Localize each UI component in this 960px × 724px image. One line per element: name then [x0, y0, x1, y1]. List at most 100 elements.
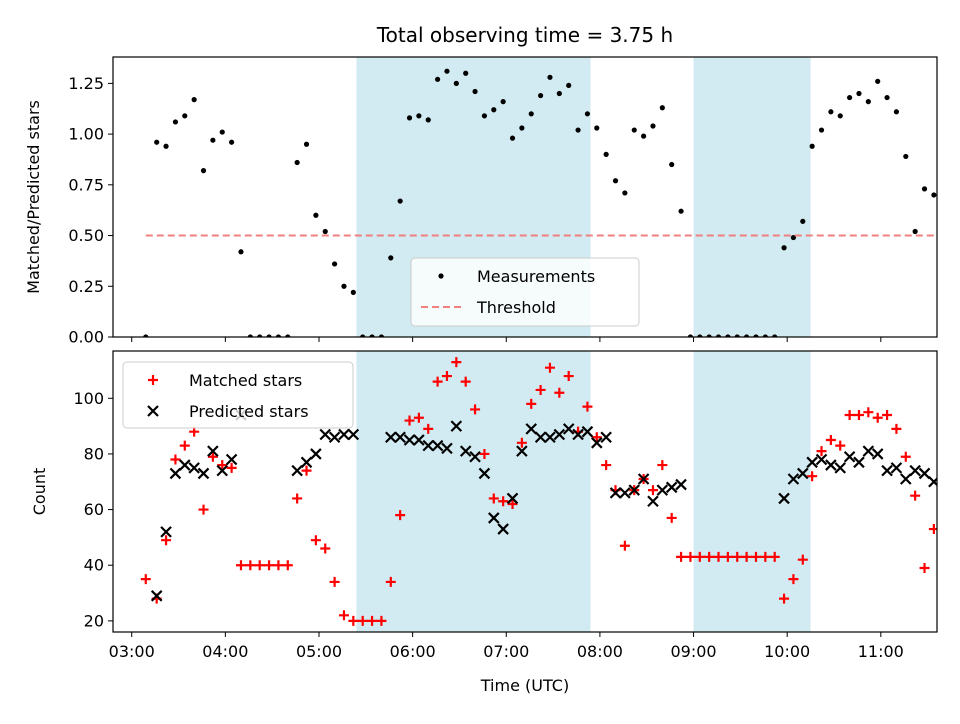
bottom-matched-stars-point [807, 471, 818, 482]
bottom-predicted-stars-point [787, 473, 800, 485]
top-panel: 0.00 0.25 0.50 0.75 1.00 1.25 Matched/Predicte… [24, 56, 938, 347]
bottom-matched-stars-point [741, 551, 752, 562]
bottom-matched-stars-point [179, 440, 190, 451]
top-measurements-point [753, 334, 759, 337]
bottom-predicted-stars-point [216, 464, 229, 477]
top-legend-box [410, 257, 640, 327]
top-measurements-point [594, 125, 600, 131]
top-measurements-point [388, 255, 394, 261]
top-legend-threshold-label: Threshold [476, 298, 556, 317]
bottom-matched-stars-point [226, 462, 237, 473]
top-y-tick-label: 1.00 [68, 125, 104, 144]
bottom-predicted-stars-point [862, 445, 875, 457]
bottom-predicted-stars-point [516, 445, 528, 457]
bottom-matched-stars-point [647, 485, 658, 496]
top-measurements-point [734, 334, 740, 337]
top-measurements-point [837, 113, 843, 119]
bottom-predicted-stars-point [890, 462, 903, 474]
top-legend-measurements-swatch [438, 273, 444, 279]
bottom-predicted-stars-point [609, 487, 622, 499]
x-tick-label: 11:00 [858, 642, 904, 661]
top-measurements-point [481, 113, 488, 119]
bottom-matched-stars-point [198, 504, 209, 515]
bottom-predicted-stars-point [581, 425, 594, 438]
top-measurements-point [809, 143, 815, 149]
bottom-predicted-stars-point [347, 428, 360, 441]
top-measurements-point [865, 99, 871, 105]
bottom-predicted-stars-point [928, 475, 937, 488]
top-measurements-point [163, 143, 169, 149]
bottom-predicted-stars-point [497, 523, 509, 535]
top-measurements-point [435, 76, 441, 82]
bottom-predicted-stars-point [553, 428, 566, 441]
bottom-predicted-stars-point [459, 445, 472, 457]
bottom-matched-stars-point [722, 551, 733, 562]
bottom-predicted-stars-point [207, 445, 219, 457]
bottom-matched-stars-point [760, 551, 771, 562]
top-measurements-point [884, 94, 890, 101]
x-tick-label: 09:00 [670, 642, 716, 661]
bottom-matched-stars-point [788, 574, 799, 585]
bottom-matched-stars-point [910, 490, 921, 501]
bottom-matched-stars-point [488, 493, 499, 504]
bottom-matched-stars-point [685, 551, 696, 562]
bottom-matched-stars-point [835, 440, 846, 451]
top-measurements-point [566, 82, 572, 89]
bottom-matched-stars-point [282, 560, 293, 571]
top-measurements-point [266, 334, 272, 337]
top-measurements-point [687, 334, 694, 337]
bottom-predicted-stars-point [853, 456, 865, 469]
top-measurements-point [669, 161, 675, 168]
top-measurements-point [931, 192, 937, 198]
top-measurements-point [631, 127, 637, 133]
bottom-predicted-stars-point [871, 448, 884, 460]
bottom-panel: 20 40 60 80 100 03:00 04:00 05:00 06:00 07:00 08:0… [30, 350, 938, 661]
bottom-matched-stars-point [601, 460, 612, 471]
bottom-predicted-stars-point [441, 442, 453, 455]
bottom-matched-stars-point [385, 576, 396, 587]
bottom-predicted-stars-point [478, 467, 491, 480]
bottom-matched-stars-point [479, 448, 490, 459]
bottom-predicted-stars-point [431, 439, 444, 452]
top-y-tick-label: 0.25 [68, 277, 104, 296]
bottom-matched-stars-point [750, 551, 761, 562]
top-measurements-point [725, 334, 731, 337]
bottom-matched-stars-point [516, 437, 527, 448]
bottom-axes-frame [112, 350, 938, 633]
top-measurements-point [547, 74, 553, 80]
top-measurements-point [453, 80, 459, 86]
x-tick-label: 10:00 [764, 642, 810, 661]
top-y-tick-label: 0.50 [68, 226, 104, 245]
bottom-matched-stars-point [217, 460, 228, 471]
x-tick-label: 08:00 [577, 642, 623, 661]
chart-title: Total observing time = 3.75 h [376, 23, 673, 47]
bottom-plot-area [140, 357, 937, 626]
top-measurements-point [893, 109, 900, 115]
bottom-matched-stars-point [891, 423, 902, 434]
bottom-predicted-stars-point [300, 456, 313, 469]
top-measurements-point [762, 334, 768, 337]
top-y-tick-label: 1.25 [68, 74, 104, 93]
top-measurements-point [603, 151, 609, 157]
top-measurements-point [360, 334, 366, 337]
top-measurements-point [612, 178, 619, 184]
top-measurements-point [678, 208, 684, 214]
bottom-matched-stars-point [535, 384, 546, 395]
bottom-matched-stars-point [460, 376, 471, 387]
bottom-matched-stars-point [582, 401, 593, 412]
bottom-matched-stars-point [338, 610, 349, 621]
top-measurements-point [378, 334, 385, 337]
bottom-matched-stars-point [507, 499, 518, 510]
bottom-predicted-stars-point [291, 464, 303, 477]
top-measurements-point [650, 123, 656, 129]
bottom-matched-stars-point [928, 524, 937, 535]
top-shaded-interval [693, 57, 811, 337]
top-y-tick-label: 0.75 [68, 175, 104, 194]
bottom-predicted-stars-point [591, 437, 603, 449]
bottom-matched-stars-point [863, 407, 874, 418]
bottom-legend-predicted-stars-label: Predicted stars [189, 402, 309, 421]
bottom-matched-stars-point [441, 371, 452, 382]
top-legend-measurements-label: Measurements [477, 267, 595, 286]
top-measurements-point [575, 127, 581, 133]
bottom-matched-stars-point [161, 535, 172, 546]
